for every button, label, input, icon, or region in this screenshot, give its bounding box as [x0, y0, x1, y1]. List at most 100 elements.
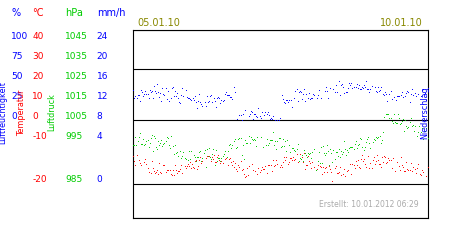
Point: [261, 164, 268, 168]
Point: [333, 171, 340, 175]
Point: [166, 146, 173, 150]
Point: [323, 165, 330, 169]
Point: [233, 146, 240, 150]
Point: [162, 139, 169, 143]
Point: [234, 117, 241, 121]
Point: [133, 153, 140, 157]
Point: [222, 90, 230, 94]
Point: [297, 158, 304, 162]
Point: [156, 143, 163, 147]
Point: [174, 172, 181, 175]
Point: [212, 148, 220, 152]
Point: [369, 140, 376, 144]
Point: [334, 171, 341, 175]
Point: [149, 96, 157, 100]
Point: [418, 130, 425, 134]
Point: [294, 99, 301, 103]
Point: [316, 160, 324, 164]
Point: [241, 138, 248, 142]
Point: [171, 173, 178, 177]
Point: [288, 146, 296, 150]
Point: [135, 135, 143, 139]
Point: [423, 98, 430, 102]
Point: [238, 118, 245, 122]
Point: [139, 142, 146, 146]
Point: [314, 92, 321, 96]
Point: [225, 93, 233, 97]
Point: [222, 156, 230, 160]
Point: [215, 94, 222, 98]
Point: [288, 158, 296, 162]
Point: [199, 159, 206, 163]
Point: [331, 157, 338, 161]
Point: [255, 166, 262, 170]
Point: [312, 168, 319, 172]
Point: [254, 136, 261, 140]
Point: [163, 168, 170, 172]
Text: Temperatur: Temperatur: [17, 89, 26, 136]
Point: [306, 151, 314, 155]
Point: [407, 92, 414, 96]
Point: [423, 126, 430, 130]
Text: 100: 100: [11, 32, 28, 41]
Point: [252, 112, 259, 116]
Point: [422, 129, 429, 133]
Point: [154, 139, 162, 143]
Point: [299, 159, 306, 163]
Point: [306, 159, 313, 163]
Point: [141, 160, 148, 164]
Point: [346, 82, 353, 86]
Point: [207, 94, 215, 98]
Point: [335, 170, 342, 174]
Point: [363, 140, 370, 144]
Point: [215, 153, 222, 157]
Point: [312, 168, 319, 172]
Point: [163, 97, 170, 101]
Point: [352, 159, 359, 163]
Point: [135, 93, 143, 97]
Point: [268, 116, 275, 120]
Point: [239, 112, 246, 116]
Point: [378, 138, 386, 142]
Point: [404, 89, 411, 93]
Point: [167, 172, 175, 176]
Point: [203, 94, 210, 98]
Point: [263, 112, 270, 116]
Point: [245, 114, 252, 118]
Point: [407, 116, 414, 120]
Point: [229, 97, 236, 101]
Point: [183, 95, 190, 99]
Point: [285, 143, 292, 147]
Point: [141, 144, 148, 148]
Point: [244, 172, 252, 176]
Point: [254, 172, 261, 176]
Point: [389, 121, 396, 125]
Point: [423, 174, 430, 178]
Point: [153, 91, 160, 95]
Point: [164, 136, 171, 140]
Point: [208, 154, 216, 158]
Point: [387, 90, 394, 94]
Point: [146, 141, 153, 145]
Point: [204, 154, 212, 158]
Point: [172, 94, 180, 98]
Point: [352, 139, 359, 143]
Text: mm/h: mm/h: [97, 8, 125, 18]
Point: [385, 156, 392, 160]
Point: [253, 114, 260, 118]
Point: [328, 170, 335, 174]
Point: [237, 113, 244, 117]
Point: [230, 85, 238, 89]
Point: [278, 165, 285, 169]
Point: [251, 112, 258, 116]
Point: [277, 145, 284, 149]
Point: [360, 158, 368, 162]
Point: [238, 168, 245, 172]
Point: [376, 162, 383, 166]
Point: [303, 163, 310, 167]
Point: [350, 85, 357, 89]
Point: [397, 155, 405, 159]
Point: [409, 122, 416, 126]
Point: [185, 149, 192, 153]
Point: [350, 147, 357, 151]
